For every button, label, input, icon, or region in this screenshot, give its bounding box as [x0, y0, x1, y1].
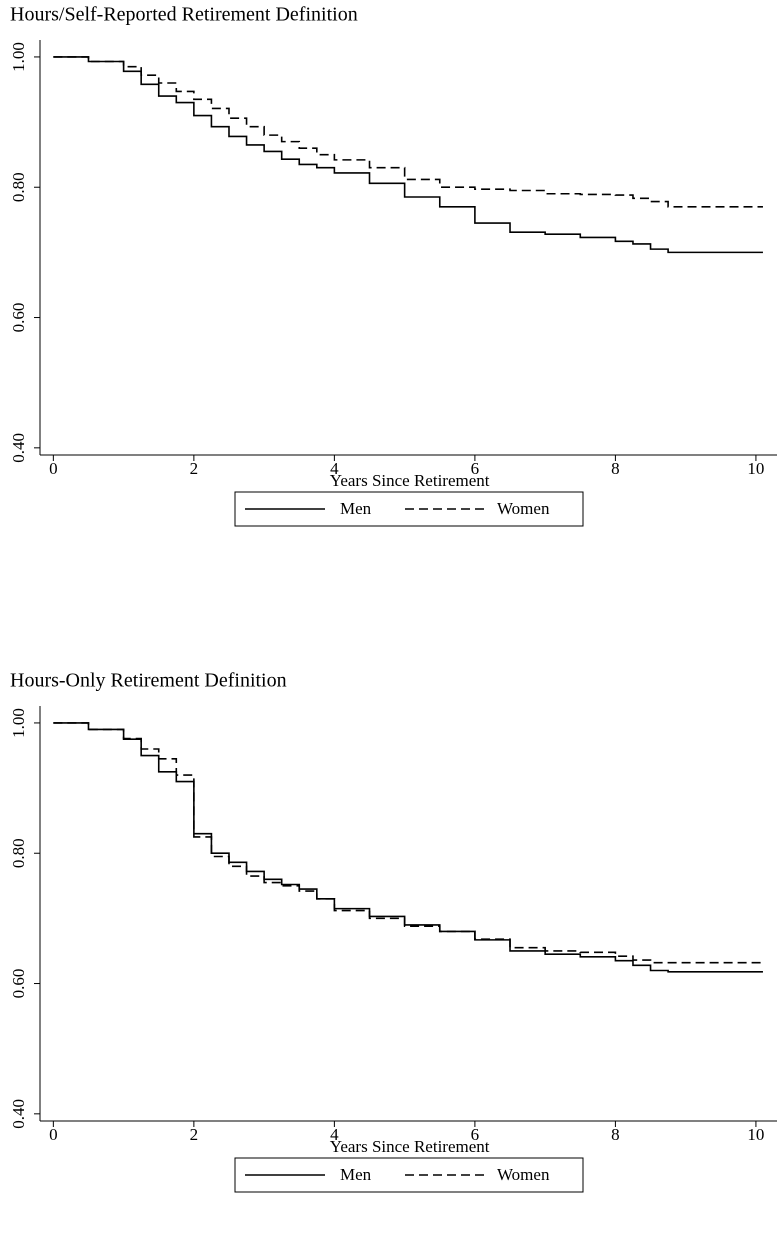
series-line	[53, 722, 763, 964]
chart-panel: Hours/Self-Reported Retirement Definitio…	[9, 4, 777, 527]
x-tick-label: 8	[611, 459, 620, 478]
chart-title: Hours-Only Retirement Definition	[10, 670, 287, 692]
x-axis-label: Years Since Retirement	[330, 471, 490, 490]
x-tick-label: 6	[471, 459, 480, 478]
x-tick-label: 8	[611, 1125, 620, 1144]
chart-panel: Hours-Only Retirement Definition 0.40 0.60…	[9, 670, 777, 1193]
chart-title: Hours/Self-Reported Retirement Definitio…	[10, 4, 358, 26]
x-tick-label: 10	[747, 459, 764, 478]
x-tick-label: 0	[49, 1125, 58, 1144]
y-tick-label: 0.40	[9, 1099, 28, 1129]
y-tick-label: 1.00	[9, 42, 28, 72]
x-tick-label: 2	[190, 1125, 199, 1144]
legend-box	[234, 1157, 584, 1193]
x-tick-label: 4	[330, 459, 339, 478]
legend-label: Men	[340, 499, 372, 518]
x-tick-label: 10	[747, 1125, 764, 1144]
y-tick-label: 0.60	[9, 303, 28, 333]
x-axis-label: Years Since Retirement	[330, 1137, 490, 1156]
series-line	[53, 722, 763, 973]
y-tick-label: 1.00	[9, 708, 28, 738]
x-tick-label: 6	[471, 1125, 480, 1144]
legend-label: Women	[497, 499, 550, 518]
legend-label: Men	[340, 1165, 372, 1184]
legend-label: Women	[497, 1165, 550, 1184]
y-tick-label: 0.80	[9, 838, 28, 868]
x-tick-label: 4	[330, 1125, 339, 1144]
x-tick-label: 0	[49, 459, 58, 478]
y-tick-label: 0.80	[9, 172, 28, 202]
y-tick-label: 0.40	[9, 433, 28, 463]
series-line	[53, 56, 763, 254]
y-tick-label: 0.60	[9, 969, 28, 999]
legend-box	[234, 491, 584, 527]
x-tick-label: 2	[190, 459, 199, 478]
series-line	[53, 56, 763, 208]
